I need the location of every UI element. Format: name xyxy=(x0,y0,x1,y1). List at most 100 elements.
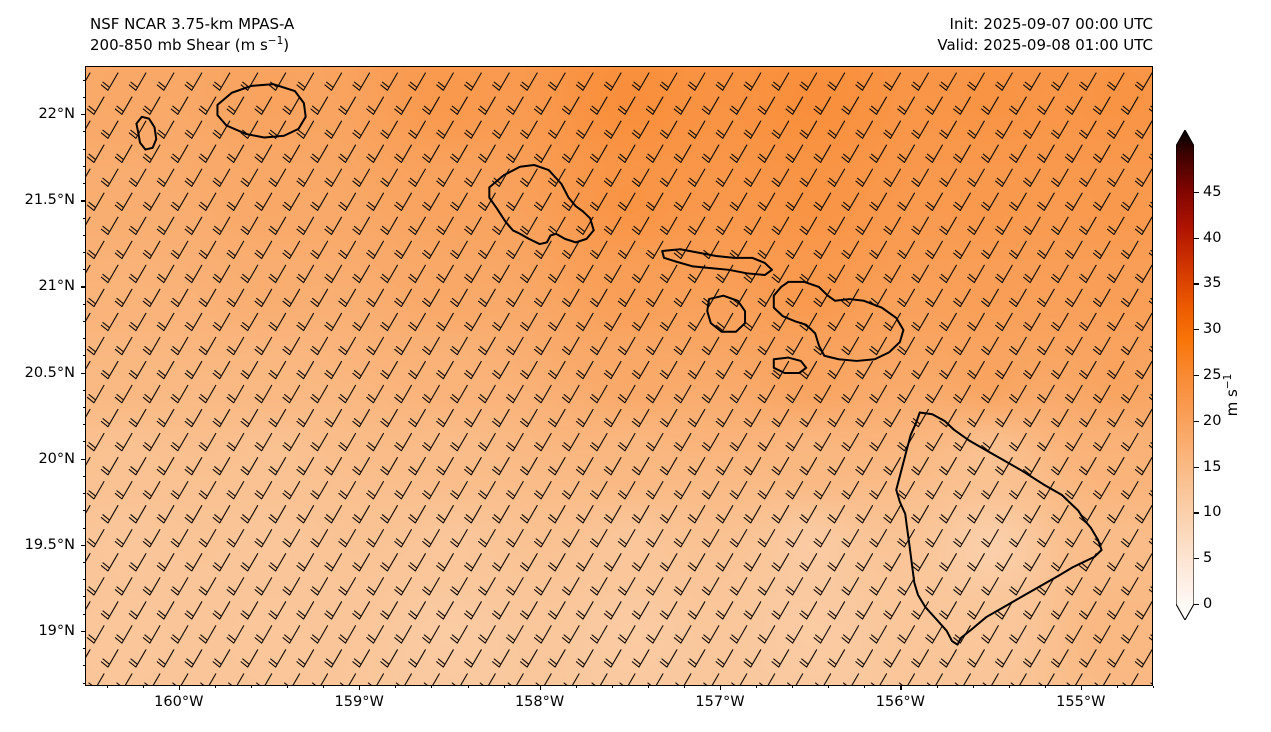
y-minor-tick xyxy=(82,630,85,632)
y-minor-tick xyxy=(82,165,85,167)
y-minor-tick xyxy=(82,424,85,426)
y-minor-tick xyxy=(82,441,85,443)
colorbar-tick-mark xyxy=(1194,375,1199,377)
x-minor-tick xyxy=(395,686,397,689)
x-minor-tick xyxy=(720,686,721,689)
y-minor-tick xyxy=(82,131,85,133)
x-minor-tick xyxy=(683,686,685,689)
colorbar-tick-label: 20 xyxy=(1203,412,1222,429)
x-minor-tick xyxy=(611,686,613,689)
x-tick-label: 158°W xyxy=(514,694,565,710)
x-minor-tick xyxy=(323,686,325,689)
shear-field-shading xyxy=(86,67,1152,685)
colorbar-unit-label: m s−1 xyxy=(1222,374,1241,417)
x-minor-tick xyxy=(178,686,180,689)
colorbar-tick-label: 5 xyxy=(1203,550,1213,567)
x-minor-tick xyxy=(467,686,469,689)
colorbar-tick-mark xyxy=(1194,237,1199,239)
y-minor-tick xyxy=(82,338,85,340)
variable-label-suffix: ) xyxy=(283,36,290,54)
y-minor-tick xyxy=(82,252,85,253)
y-minor-tick xyxy=(82,493,85,495)
colorbar-tick-label: 35 xyxy=(1203,275,1222,292)
y-minor-tick xyxy=(82,217,85,219)
y-minor-tick xyxy=(82,579,85,581)
x-minor-tick xyxy=(539,686,541,689)
colorbar-tick-label: 25 xyxy=(1203,367,1222,383)
model-name-line: NSF NCAR 3.75-km MPAS-A xyxy=(90,15,295,33)
y-minor-tick xyxy=(82,114,85,116)
x-minor-tick xyxy=(142,686,144,689)
x-tick-label: 159°W xyxy=(334,694,384,710)
x-minor-tick xyxy=(647,686,649,689)
colorbar-tick-label: 0 xyxy=(1203,596,1213,612)
y-minor-tick xyxy=(82,596,85,598)
colorbar xyxy=(1175,128,1195,622)
colorbar-tick-mark xyxy=(1194,420,1199,423)
x-minor-tick xyxy=(106,686,108,689)
colorbar-tick-label: 45 xyxy=(1203,183,1222,200)
y-minor-tick xyxy=(82,269,85,271)
x-minor-tick xyxy=(214,686,216,689)
variable-label: 200-850 mb Shear (m s xyxy=(90,36,268,54)
y-minor-tick xyxy=(82,527,85,529)
x-minor-tick xyxy=(900,686,902,689)
colorbar-tick-label: 10 xyxy=(1203,504,1222,521)
y-minor-tick xyxy=(82,183,85,185)
y-minor-tick xyxy=(82,665,85,667)
variable-name-line: 200-850 mb Shear (m s−1) xyxy=(90,35,294,56)
x-tick-label: 155°W xyxy=(1056,694,1106,710)
colorbar-tick-mark xyxy=(1194,191,1199,194)
x-tick-label: 156°W xyxy=(875,694,926,710)
wind-barb-overlay xyxy=(86,72,1152,685)
x-minor-tick xyxy=(1116,686,1118,689)
x-minor-tick xyxy=(287,686,289,689)
x-minor-tick xyxy=(792,686,794,689)
x-minor-tick xyxy=(431,686,433,689)
y-minor-tick xyxy=(82,682,85,684)
x-minor-tick xyxy=(251,686,252,689)
y-minor-tick xyxy=(82,303,85,305)
y-minor-tick xyxy=(82,355,85,357)
colorbar-tick-mark xyxy=(1194,329,1199,331)
y-minor-tick xyxy=(82,389,85,391)
x-minor-tick xyxy=(1044,686,1046,689)
x-minor-tick xyxy=(1008,686,1010,689)
y-minor-tick xyxy=(82,510,85,512)
coastline-overlay xyxy=(135,83,1103,646)
y-minor-tick xyxy=(82,407,85,408)
y-minor-tick xyxy=(82,613,85,615)
y-minor-tick xyxy=(82,544,85,546)
colorbar-tick-label: 30 xyxy=(1203,321,1222,338)
y-minor-tick xyxy=(82,372,85,374)
colorbar-unit-text: m s xyxy=(1223,389,1241,417)
colorbar-gradient xyxy=(1175,128,1195,622)
colorbar-tick-label: 40 xyxy=(1203,229,1222,246)
x-tick-label: 160°W xyxy=(154,694,204,710)
y-tick-label: 21°N xyxy=(38,278,75,295)
x-minor-tick xyxy=(503,686,505,689)
x-minor-tick xyxy=(359,686,361,689)
colorbar-tick-label: 15 xyxy=(1203,458,1222,475)
x-minor-tick xyxy=(828,686,830,689)
colorbar-tick-mark xyxy=(1194,558,1199,560)
colorbar-tick-mark xyxy=(1194,604,1199,606)
figure-title-right: Init: 2025-09-07 00:00 UTC Valid: 2025-0… xyxy=(937,14,1153,56)
y-tick-label: 21.5°N xyxy=(24,192,75,209)
colorbar-tick-mark xyxy=(1194,512,1199,514)
y-tick-label: 20°N xyxy=(38,450,75,467)
y-tick-label: 19°N xyxy=(38,622,75,639)
x-minor-tick xyxy=(575,686,577,689)
variable-unit-exponent: −1 xyxy=(267,35,284,47)
x-tick-label: 157°W xyxy=(695,694,745,710)
y-minor-tick xyxy=(82,458,85,460)
y-minor-tick xyxy=(82,320,85,322)
y-minor-tick xyxy=(82,234,85,236)
y-minor-tick xyxy=(82,562,85,563)
y-tick-label: 22°N xyxy=(38,106,75,123)
valid-time-label: Valid: 2025-09-08 01:00 UTC xyxy=(937,36,1153,54)
y-tick-label: 19.5°N xyxy=(24,536,75,553)
figure-title-left: NSF NCAR 3.75-km MPAS-A 200-850 mb Shear… xyxy=(90,14,294,56)
x-minor-tick xyxy=(756,686,758,689)
